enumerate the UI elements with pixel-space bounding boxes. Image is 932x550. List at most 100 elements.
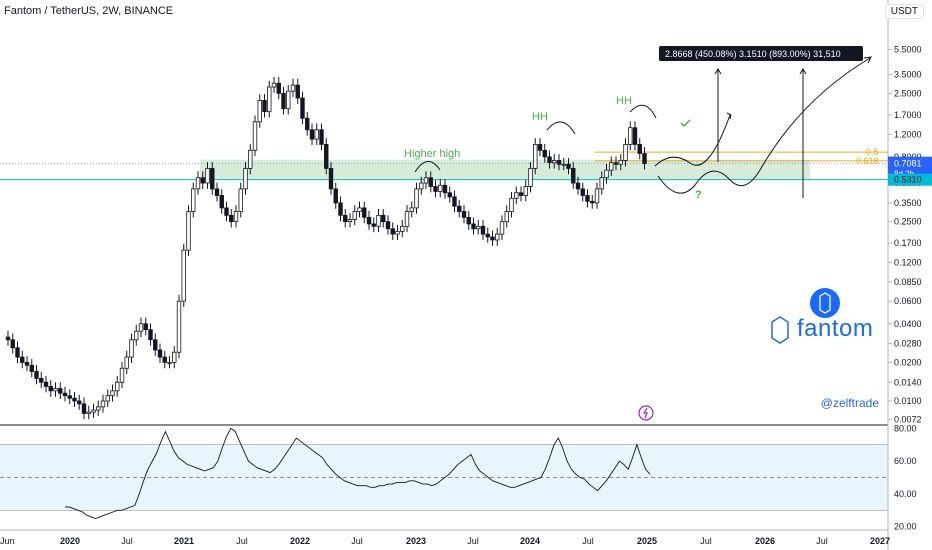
rsi-tick-label: 80.00 [894,423,917,433]
candle-body [390,228,395,235]
candle-body [352,211,357,220]
candle-body [176,300,182,353]
fib-0618-label: 0.618 [856,156,879,166]
candle-body [642,153,647,165]
rsi-tick-label: 40.00 [894,489,917,499]
candle-body [257,100,262,123]
candle-body [24,361,30,366]
projection-arrow-2 [863,56,872,64]
candle-body [580,188,585,196]
candle-body [105,395,110,402]
candle-body [15,347,20,358]
candle-body [233,211,239,223]
candle-body [556,160,562,165]
candle-body [124,356,129,369]
checkmark-icon [680,119,691,128]
candle-body [528,168,533,187]
candle-body [319,129,324,145]
candle-body [5,336,11,341]
candle-body [129,339,134,358]
lightning-bolt-glyph [642,407,648,419]
candle-body [400,225,405,232]
price-tick-label: 0.0140 [894,377,922,387]
candle-body [96,406,101,411]
time-tick-label: 2023 [406,536,426,546]
support-zone [0,151,888,181]
candle-body [632,127,638,145]
price-tick-label: 0.0600 [894,296,922,306]
price-tick-label: 0.0200 [894,357,922,367]
candle-body [186,211,191,251]
candle-body [100,400,106,408]
measure-tooltip-text: 2.8668 (450.08%) 3.1510 (893.00%) 31,510 [665,49,841,59]
candle-body [77,400,82,405]
candle-body [585,195,590,202]
candle-body [252,121,258,151]
candle-body [300,97,305,119]
candle-body [428,177,433,187]
chart-grid [0,424,932,531]
candle-body [119,367,125,383]
price-tick-label: 5.5000 [894,44,922,54]
candle-body [200,177,205,184]
fantom-text-logo-mark [771,316,789,344]
candle-body [480,225,486,235]
candle-body [72,397,77,402]
candle-body [604,169,609,179]
candle-body [571,168,576,184]
candle-body [575,182,581,190]
projection-path-2 [657,57,871,194]
hh-arc-1 [546,121,576,135]
currency-badge[interactable]: USDT [884,4,924,19]
candle-body [191,188,196,212]
candle-body [623,144,628,161]
price-tick-label: 1.7000 [894,110,922,120]
candle-body [53,388,58,392]
candle-body [295,84,300,99]
candle-body [238,188,243,212]
price-tick-label: 0.2500 [894,217,922,227]
watermark: @zelftrade [820,396,879,410]
time-tick-label: 2022 [290,536,310,546]
price-axis: 5.50003.50002.50001.70001.20000.80000.50… [887,0,932,550]
candle-body [338,202,343,216]
candle-body [324,144,329,169]
candle-body [243,168,248,190]
candle-body [10,339,15,349]
candle-body [48,385,53,392]
candle-body [637,144,642,154]
candle-body [314,129,319,140]
measure-arrowhead-2 [799,68,807,75]
candle-body [167,361,172,364]
candle-body [62,392,68,397]
lightning-icon [638,405,654,421]
candle-body [328,168,334,190]
candle-body [371,223,376,227]
candle-body [566,163,571,169]
candle-body [542,149,547,158]
candle-body [599,177,604,190]
price-tick-label: 0.0072 [894,414,922,424]
candle-body [442,184,448,194]
fantom-logo-mark [819,292,831,314]
candle-body [504,211,509,223]
price-tick-label: 2.5000 [894,88,922,98]
candle-body [414,188,419,209]
candle-body [471,223,476,230]
time-tick-label: 2021 [174,536,194,546]
candle-body [395,230,400,235]
candle-body [347,219,353,223]
candle-body [457,205,462,212]
candle-body [210,168,215,190]
candle-body [590,200,595,204]
candle-body [309,129,315,140]
candle-body [362,207,367,218]
candle-body [423,177,429,184]
candle-body [229,214,234,223]
projection-arrow-1 [726,112,732,120]
time-tick-label: Jul [816,536,828,546]
candle-body [205,168,210,184]
rsi-tick-label: 20.00 [894,522,917,532]
support-price-label: 0.5310 [894,175,922,185]
